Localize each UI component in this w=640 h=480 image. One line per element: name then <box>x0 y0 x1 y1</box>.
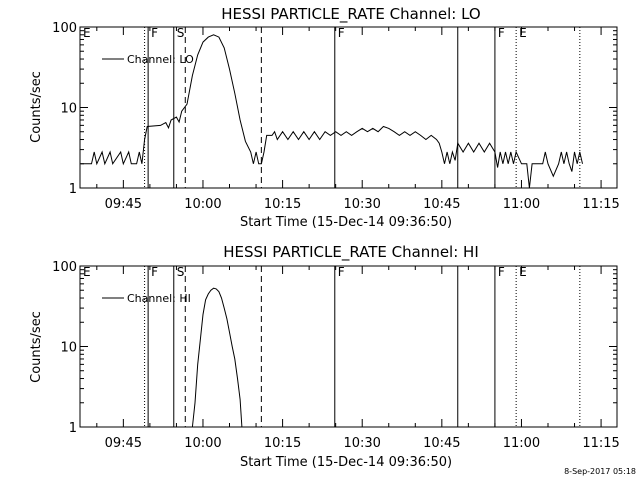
x-tick-label: 11:00 <box>503 436 540 451</box>
y-tick-label: 100 <box>52 21 77 36</box>
plot-frame <box>79 265 618 428</box>
series-line <box>80 34 583 189</box>
chart-panel-lo: HESSI PARTICLE_RATE Channel: LO Start Ti… <box>29 5 620 230</box>
legend-label: Channel: LO <box>127 53 194 66</box>
chart-title: HESSI PARTICLE_RATE Channel: HI <box>223 243 479 262</box>
footer-timestamp: 8-Sep-2017 05:18 <box>564 467 636 476</box>
event-marker-label: E <box>83 265 91 279</box>
x-tick-label: 09:45 <box>105 197 142 212</box>
x-tick-label: 10:45 <box>423 197 460 212</box>
chart-title: HESSI PARTICLE_RATE Channel: LO <box>221 5 480 24</box>
x-tick-label: 10:15 <box>264 436 301 451</box>
series-line <box>191 287 243 428</box>
event-marker-label: S <box>177 26 185 40</box>
x-tick-label: 10:00 <box>184 436 221 451</box>
x-tick-label: 10:00 <box>184 197 221 212</box>
event-marker-label: F <box>151 265 158 279</box>
event-marker-label: E <box>519 26 527 40</box>
y-tick-label: 10 <box>60 102 77 117</box>
event-marker-label: F <box>498 26 505 40</box>
y-axis-label: Counts/sec <box>29 311 44 383</box>
x-tick-label: 10:15 <box>264 197 301 212</box>
x-tick-label: 11:15 <box>582 436 619 451</box>
x-tick-label: 11:00 <box>503 197 540 212</box>
x-tick-label: 10:45 <box>423 436 460 451</box>
y-tick-label: 10 <box>60 341 77 356</box>
event-marker-label: F <box>151 26 158 40</box>
event-marker-label: F <box>498 265 505 279</box>
legend-label: Channel: HI <box>127 292 191 305</box>
event-marker-label: S <box>177 265 185 279</box>
y-tick-label: 1 <box>69 421 77 436</box>
x-tick-label: 10:30 <box>343 197 380 212</box>
chart-panel-hi: HESSI PARTICLE_RATE Channel: HI Start Ti… <box>29 243 620 470</box>
event-marker-label: F <box>338 26 345 40</box>
x-axis-label: Start Time (15-Dec-14 09:36:50) <box>240 215 452 230</box>
y-tick-label: 100 <box>52 260 77 275</box>
y-axis-label: Counts/sec <box>29 71 44 143</box>
x-tick-label: 11:15 <box>582 197 619 212</box>
event-marker-label: E <box>519 265 527 279</box>
x-axis-label: Start Time (15-Dec-14 09:36:50) <box>240 455 452 470</box>
x-tick-label: 10:30 <box>343 436 380 451</box>
x-tick-label: 09:45 <box>105 436 142 451</box>
y-tick-label: 1 <box>69 182 77 197</box>
event-marker-label: F <box>338 265 345 279</box>
event-marker-label: E <box>83 26 91 40</box>
